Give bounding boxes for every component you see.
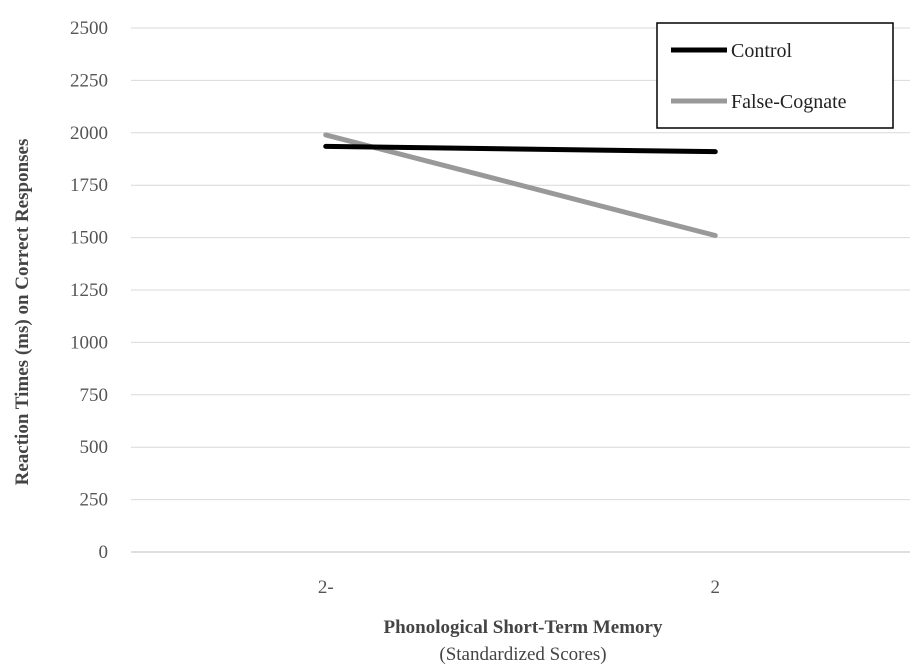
legend-label-control: Control — [731, 40, 793, 62]
y-tick-label: 250 — [80, 490, 109, 511]
x-axis-subtitle: (Standardized Scores) — [439, 644, 606, 665]
y-axis-ticks: 0 250 500 750 1000 1250 1500 1750 2000 2250 2500 — [70, 18, 108, 563]
y-axis-title: Reaction Times (ms) on Correct Responses — [12, 139, 33, 486]
x-axis-ticks: 2- 2 — [318, 577, 720, 598]
y-tick-label: 1750 — [70, 175, 108, 196]
y-tick-label: 0 — [99, 542, 109, 563]
legend-box — [656, 22, 894, 129]
legend-label-false-cognate: False-Cognate — [731, 91, 847, 113]
legend: Control False-Cognate — [656, 22, 894, 129]
y-tick-label: 500 — [80, 437, 109, 458]
x-axis-title: Phonological Short-Term Memory — [384, 617, 663, 638]
series-line-control — [323, 143, 718, 155]
series-lines — [323, 132, 718, 239]
y-tick-label: 750 — [80, 385, 109, 406]
x-tick-label: 2- — [318, 577, 334, 598]
series-line-false-cognate — [323, 132, 718, 239]
y-tick-label: 1000 — [70, 332, 108, 353]
y-tick-label: 2250 — [70, 70, 108, 91]
x-tick-label: 2 — [711, 577, 721, 598]
y-tick-label: 1500 — [70, 228, 108, 249]
y-tick-label: 2000 — [70, 123, 108, 144]
y-tick-label: 2500 — [70, 18, 108, 39]
y-tick-label: 1250 — [70, 280, 108, 301]
